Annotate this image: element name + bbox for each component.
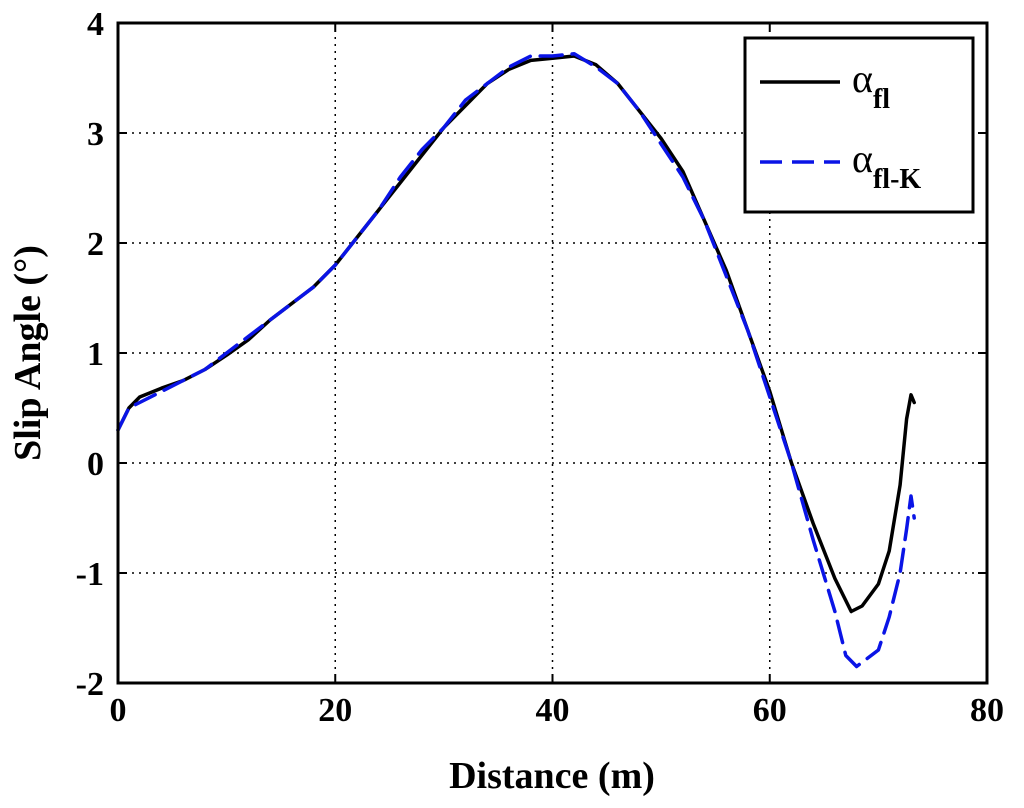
x-tick-label: 20	[318, 692, 352, 729]
y-tick-label: 4	[87, 6, 104, 43]
x-axis-label: Distance (m)	[449, 755, 655, 797]
grid-lines	[118, 23, 987, 683]
legend: αfl αfl-K	[743, 36, 975, 214]
x-tick-label: 80	[970, 692, 1004, 729]
series-line-alpha-fl	[116, 54, 916, 614]
y-tick-label: 2	[87, 226, 104, 263]
x-tick-label: 0	[110, 692, 127, 729]
y-tick-label: 0	[87, 446, 104, 483]
y-axis-label: Slip Angle (°)	[7, 245, 49, 461]
legend-box	[743, 36, 975, 214]
legend-symbol: α	[852, 136, 873, 181]
y-tick-label: 3	[87, 116, 104, 153]
series-layer	[116, 52, 916, 669]
legend-label-alpha-fl-k: αfl-K	[852, 136, 921, 195]
y-tick-label: -1	[76, 556, 104, 593]
legend-symbol: α	[852, 56, 873, 101]
series-line-alpha-fl-k	[116, 52, 916, 669]
y-tick-label: 1	[87, 336, 104, 373]
y-tick-labels: -2 -1 0 1 2 3 4	[76, 6, 104, 703]
legend-label-alpha-fl: αfl	[852, 56, 890, 115]
legend-subscript: fl-K	[873, 164, 921, 195]
x-tick-label: 60	[753, 692, 787, 729]
y-tick-label: -2	[76, 666, 104, 703]
x-tick-labels: 0 20 40 60 80	[110, 692, 1005, 729]
x-tick-label: 40	[536, 692, 570, 729]
legend-subscript: fl	[873, 84, 890, 115]
tick-marks	[117, 22, 988, 684]
